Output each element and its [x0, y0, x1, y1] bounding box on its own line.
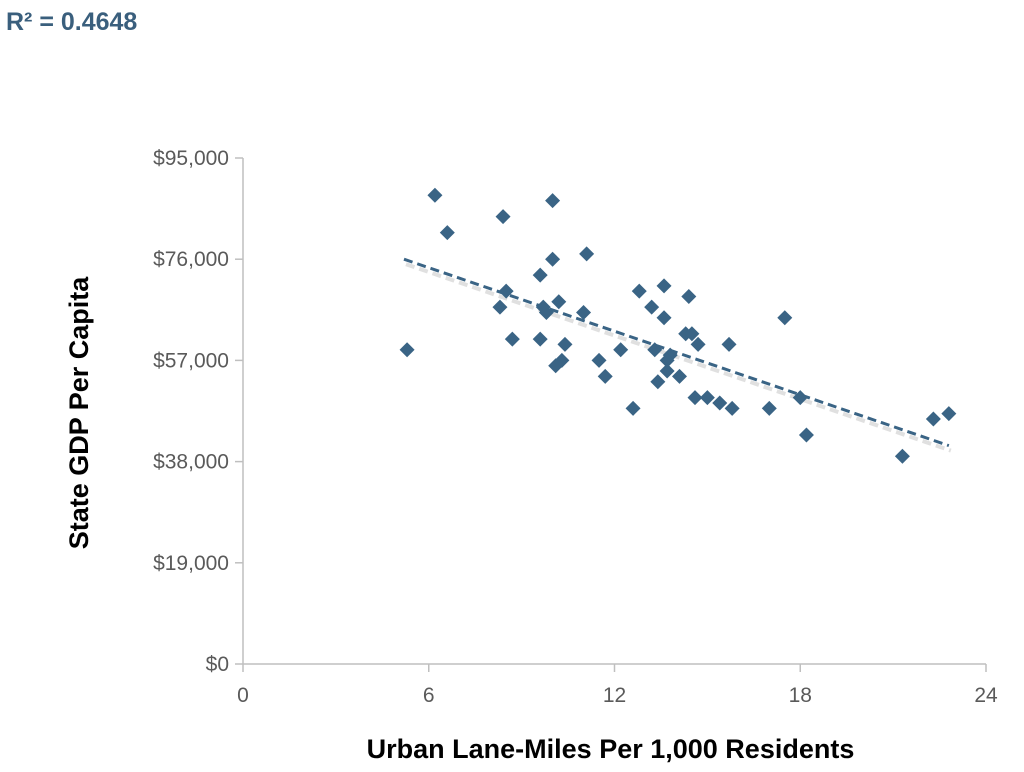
x-tick-label: 24: [974, 684, 998, 707]
data-point: [659, 352, 675, 368]
data-point: [656, 278, 672, 294]
trendline-shadow: [405, 262, 952, 453]
data-point: [699, 390, 715, 406]
data-point: [492, 299, 508, 315]
data-point: [656, 310, 672, 326]
data-point: [721, 336, 737, 352]
x-tick-label: 12: [603, 684, 626, 707]
y-tick-label: $95,000: [153, 147, 229, 170]
data-point: [792, 390, 808, 406]
x-tick-label: 6: [423, 684, 435, 707]
data-point: [724, 400, 740, 416]
trendline: [403, 257, 950, 448]
trend-layer: [403, 257, 952, 453]
data-point: [427, 187, 443, 203]
data-point: [894, 448, 910, 464]
data-point: [551, 294, 567, 310]
data-point: [690, 336, 706, 352]
data-point: [532, 331, 548, 347]
y-tick-label: $76,000: [153, 248, 229, 271]
points-layer: [399, 187, 957, 464]
data-point: [439, 225, 455, 241]
data-point: [591, 352, 607, 368]
r-squared-annotation: R² = 0.4648: [6, 8, 138, 36]
data-point: [545, 193, 561, 209]
data-point: [798, 427, 814, 443]
data-point: [576, 304, 592, 320]
x-tick-label: 18: [789, 684, 812, 707]
data-point: [554, 352, 570, 368]
y-tick-label: $38,000: [153, 451, 229, 474]
data-point: [538, 304, 554, 320]
data-point: [498, 283, 514, 299]
data-point: [650, 374, 666, 390]
data-point: [644, 299, 660, 315]
labels-layer: $0 $19,000 $38,000 $57,000 $76,000 $95,000 0 6 1…: [64, 147, 998, 764]
data-point: [941, 406, 957, 422]
y-tick-label: $57,000: [153, 349, 229, 372]
data-point: [631, 283, 647, 299]
data-point: [545, 251, 561, 267]
data-point: [925, 411, 941, 427]
data-point: [579, 246, 595, 262]
data-point: [495, 209, 511, 225]
data-point: [625, 400, 641, 416]
data-point: [532, 267, 548, 283]
data-point: [712, 395, 728, 411]
data-point: [504, 331, 520, 347]
data-point: [681, 288, 697, 304]
x-tick-label: 0: [237, 684, 249, 707]
data-point: [613, 342, 629, 358]
data-point: [597, 368, 613, 384]
y-axis-title: State GDP Per Capita: [64, 276, 94, 550]
data-point: [557, 336, 573, 352]
data-point: [684, 326, 700, 342]
data-point: [647, 342, 663, 358]
data-point: [399, 342, 415, 358]
y-tick-label: $19,000: [153, 552, 229, 575]
x-axis-title: Urban Lane-Miles Per 1,000 Residents: [367, 734, 855, 764]
data-point: [777, 310, 793, 326]
axes-layer: [235, 157, 987, 672]
data-point: [672, 368, 688, 384]
data-point: [687, 390, 703, 406]
y-tick-label: $0: [206, 653, 229, 676]
data-point: [761, 400, 777, 416]
data-point: [659, 363, 675, 379]
